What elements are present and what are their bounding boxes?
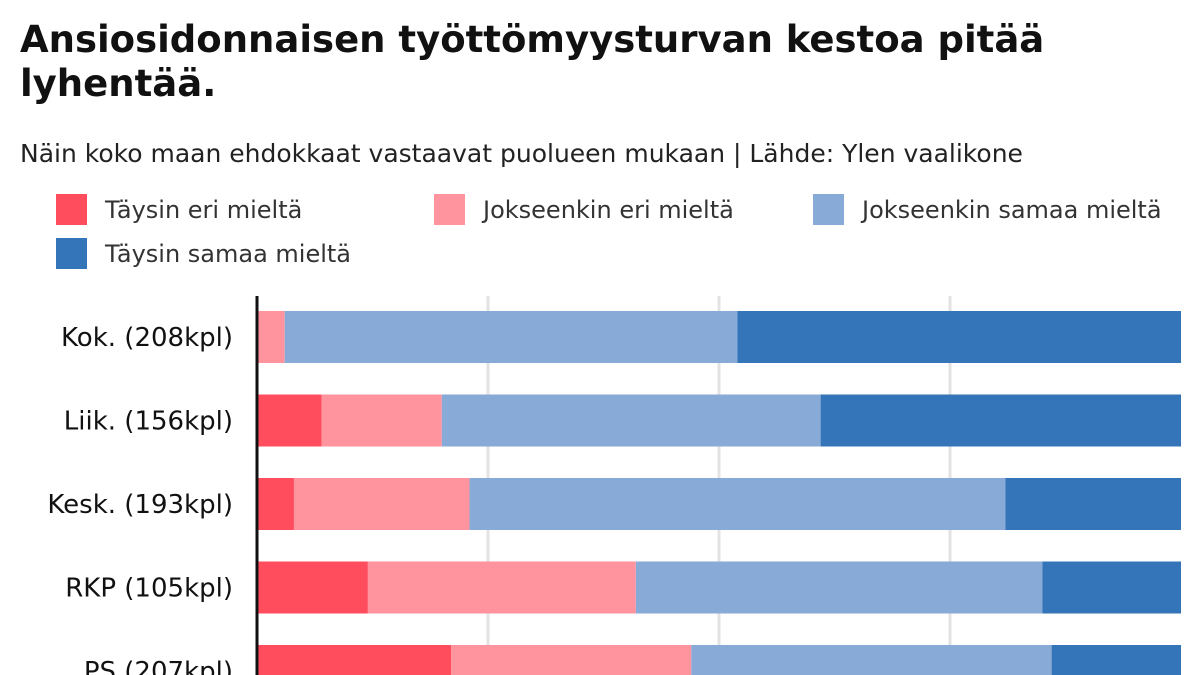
legend-item: Jokseenkin samaa mieltä (813, 194, 1162, 225)
legend-label: Jokseenkin samaa mieltä (862, 195, 1162, 224)
bar-segment (451, 645, 692, 675)
bar-segment (257, 645, 452, 675)
chart-subtitle: Näin koko maan ehdokkaat vastaavat puolu… (20, 139, 1023, 168)
bar-segment (257, 561, 368, 614)
bar-segment (1005, 478, 1181, 530)
bar-segment (257, 478, 294, 530)
legend-swatch (813, 194, 844, 225)
category-label: PS (207kpl) (84, 657, 233, 675)
bar-segment (691, 645, 1052, 675)
legend-item: Jokseenkin eri mieltä (434, 194, 734, 225)
bar-segment (635, 561, 1043, 614)
category-label: RKP (105kpl) (65, 574, 233, 604)
category-label: Kesk. (193kpl) (47, 490, 233, 520)
bar-segment (820, 394, 1181, 447)
legend-swatch (434, 194, 465, 225)
bar-segment (469, 478, 1006, 530)
legend-item: Täysin samaa mieltä (56, 238, 351, 269)
bar-segment (293, 478, 470, 530)
legend-swatch (56, 238, 87, 269)
legend-label: Täysin eri mieltä (105, 195, 303, 224)
legend-label: Täysin samaa mieltä (105, 239, 352, 268)
bar-segment (737, 311, 1181, 363)
bar-segment (321, 394, 442, 447)
bar-segment (367, 561, 636, 614)
legend: Täysin eri mieltä Jokseenkin eri mieltä … (56, 194, 1196, 274)
bar-segment (441, 394, 821, 447)
bar-segment (1042, 561, 1181, 614)
legend-label: Jokseenkin eri mieltä (483, 195, 734, 224)
chart-title: Ansiosidonnaisen työttömyysturvan kestoa… (20, 18, 1045, 105)
bar-segment (284, 311, 738, 363)
bar-segment (1051, 645, 1181, 675)
bar-segment (257, 394, 322, 447)
legend-swatch (56, 194, 87, 225)
category-label: Kok. (208kpl) (61, 323, 233, 353)
legend-item: Täysin eri mieltä (56, 194, 302, 225)
category-label: Liik. (156kpl) (64, 407, 233, 437)
bar-segment (257, 311, 285, 363)
